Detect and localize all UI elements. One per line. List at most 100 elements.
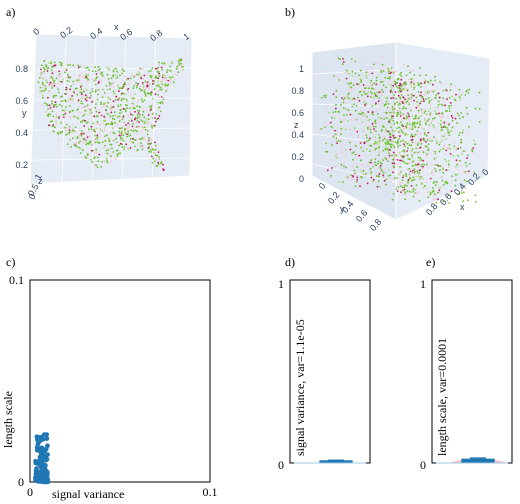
panel-c-point: [43, 446, 49, 452]
panel-b-point: [342, 168, 345, 171]
panel-b-point: [425, 140, 427, 143]
panel-b-point: [454, 184, 457, 187]
panel-a-point: [90, 159, 92, 161]
panel-a-point: [140, 98, 143, 100]
panel-a-point: [128, 111, 131, 114]
panel-a-point: [132, 107, 135, 109]
panel-b-point: [385, 128, 387, 131]
panel-b-z-tick: 0.8: [291, 86, 304, 96]
panel-a-point: [47, 124, 50, 127]
panel-b-y-tick: 0.6: [354, 208, 370, 224]
panel-a-point: [151, 117, 154, 120]
panel-b-point: [342, 61, 345, 63]
panel-b-point: [400, 78, 403, 81]
panel-b-point: [325, 142, 328, 145]
panel-b-point: [369, 167, 372, 170]
panel-b-point: [340, 145, 343, 148]
panel-a-point: [91, 88, 94, 91]
panel-a-point: [162, 169, 165, 172]
panel-a-point: [91, 101, 93, 103]
panel-b-point: [393, 94, 396, 96]
panel-a-point: [76, 87, 78, 90]
panel-a-point: [90, 107, 93, 110]
panel-b-point: [392, 120, 395, 122]
panel-b-point: [396, 163, 399, 166]
panel-b-point: [379, 94, 382, 97]
panel-a-point: [141, 89, 144, 91]
panel-b-point: [397, 141, 399, 144]
panel-c-point: [33, 458, 38, 464]
panel-a-point: [73, 115, 75, 118]
panel-b-point: [473, 171, 476, 174]
panel-a-point: [100, 80, 103, 82]
panel-a-point: [163, 84, 165, 87]
panel-a-point: [104, 117, 107, 120]
panel-a-point: [126, 107, 128, 110]
panel-a-point: [49, 120, 52, 123]
panel-a-point: [129, 140, 131, 143]
panel-a-point: [93, 115, 96, 118]
panel-b-point: [378, 145, 381, 148]
panel-b-point: [445, 138, 447, 141]
panel-a-point: [66, 132, 69, 135]
panel-b-point: [412, 165, 414, 167]
panel-b-point: [361, 94, 363, 97]
panel-b-point: [421, 110, 424, 113]
panel-b-point: [432, 197, 435, 200]
panel-b-point: [430, 163, 433, 166]
panel-a-point: [80, 90, 83, 93]
panel-a-point: [98, 141, 101, 144]
panel-a-point: [118, 115, 121, 118]
panel-a-point: [89, 112, 92, 114]
panel-b-point: [462, 129, 465, 132]
panel-b-point: [391, 112, 394, 115]
panel-b-point: [356, 166, 358, 168]
panel-b-point: [392, 158, 394, 161]
panel-a-point: [137, 98, 140, 101]
panel-a-point: [132, 122, 134, 125]
panel-b-point: [426, 179, 428, 181]
panel-b-point: [394, 141, 397, 144]
panel-a-point: [160, 164, 162, 166]
panel-a-point: [112, 131, 115, 134]
panel-a-point: [99, 124, 102, 126]
panel-b-point: [341, 97, 343, 99]
panel-a-point: [127, 148, 130, 151]
panel-a-point: [110, 104, 113, 107]
panel-b-point: [390, 115, 393, 118]
panel-b-point: [360, 79, 363, 82]
panel-b-point: [393, 162, 396, 165]
panel-a-point: [130, 118, 133, 120]
panel-b-point: [431, 169, 434, 172]
panel-a-point: [122, 68, 124, 71]
panel-b-point: [335, 137, 338, 139]
panel-b-point: [428, 100, 431, 102]
panel-b-point: [449, 89, 452, 91]
panel-b-point: [357, 96, 359, 99]
panel-a-point: [91, 161, 94, 164]
panel-b-point: [427, 152, 430, 155]
panel-a-point: [40, 73, 42, 76]
panel-a-point: [78, 134, 81, 137]
panel-b-point: [438, 191, 441, 194]
panel-b-point: [351, 75, 354, 77]
panel-b-point: [420, 182, 423, 185]
panel-a-point: [54, 126, 56, 129]
panel-b-point: [347, 93, 350, 96]
panel-b-point: [343, 118, 346, 121]
panel-a-point: [146, 74, 149, 76]
panel-a-point: [113, 93, 116, 95]
panel-a-point: [138, 73, 140, 75]
panel-a-point-cloud: [37, 58, 184, 172]
panel-a-point: [99, 127, 101, 130]
panel-b-point: [397, 186, 400, 189]
panel-a-point: [79, 65, 82, 68]
panel-b-point: [399, 166, 401, 168]
panel-a-point: [142, 126, 144, 129]
panel-b-point: [372, 113, 374, 116]
panel-b-point: [396, 86, 399, 89]
panel-a-point: [132, 87, 135, 90]
panel-b-point: [428, 140, 431, 142]
panel-a-point: [102, 74, 104, 77]
panel-a-point: [114, 99, 117, 101]
